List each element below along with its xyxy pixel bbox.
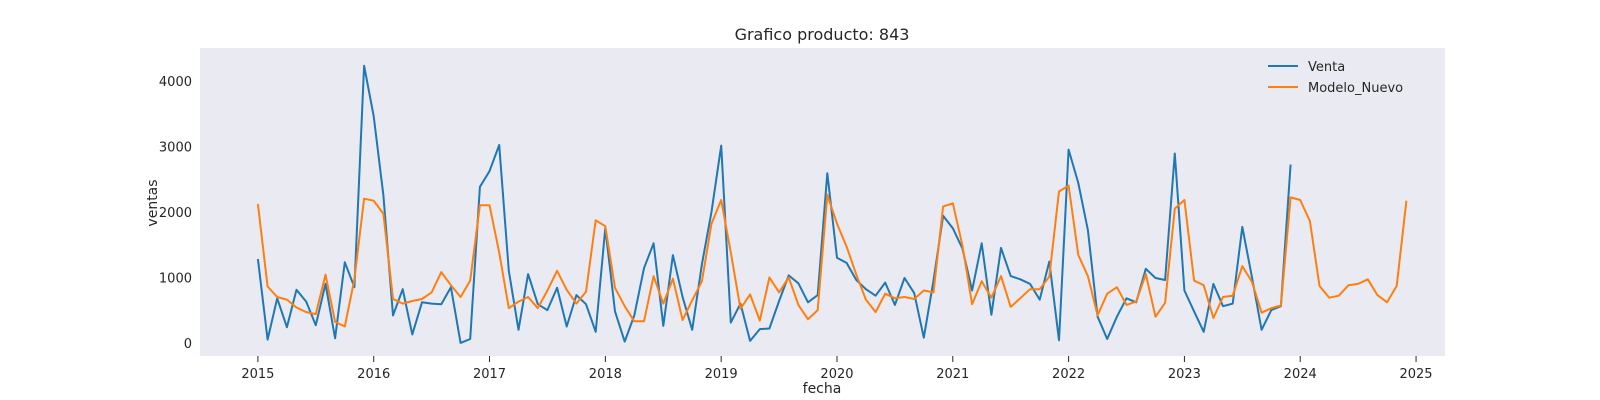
legend-label: Venta <box>1308 60 1345 75</box>
x-axis: 2015 2016 2017 2018 2019 2020 2021 2022 2023 2024… <box>241 356 1433 382</box>
x-tick-label: 2017 <box>473 367 506 382</box>
series-line-venta <box>256 64 1292 344</box>
x-axis-label: fecha <box>803 381 842 397</box>
chart-title: Grafico producto: 843 <box>735 25 910 44</box>
x-tick-label: 2022 <box>1052 367 1085 382</box>
x-tick-label: 2018 <box>589 367 622 382</box>
series-line-modelo-nuevo <box>256 184 1408 328</box>
y-tick-label: 3000 <box>159 140 192 155</box>
x-tick-label: 2023 <box>1168 367 1201 382</box>
x-tick-label: 2025 <box>1399 367 1432 382</box>
x-tick-label: 2016 <box>357 367 390 382</box>
y-tick-label: 4000 <box>159 75 192 90</box>
x-tick-label: 2015 <box>241 367 274 382</box>
x-tick-label: 2020 <box>820 367 853 382</box>
y-axis-label: ventas <box>145 179 161 226</box>
y-tick-label: 0 <box>184 337 192 352</box>
legend-label: Modelo_Nuevo <box>1308 81 1403 96</box>
y-axis: 0 1000 2000 3000 4000 <box>159 75 192 352</box>
x-tick-label: 2019 <box>705 367 738 382</box>
y-tick-label: 1000 <box>159 271 192 286</box>
legend: Venta Modelo_Nuevo <box>1268 60 1403 96</box>
x-tick-label: 2021 <box>936 367 969 382</box>
plot-area <box>200 48 1445 356</box>
y-tick-label: 2000 <box>159 206 192 221</box>
series-lines <box>256 64 1408 344</box>
x-tick-label: 2024 <box>1284 367 1317 382</box>
